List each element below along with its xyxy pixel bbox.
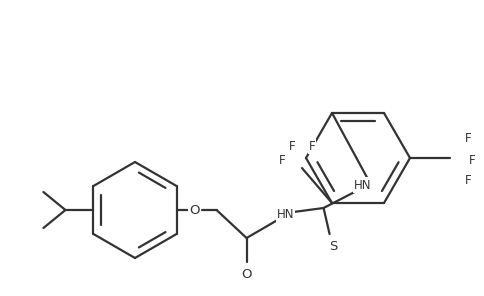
Text: F: F — [309, 139, 315, 152]
Text: F: F — [465, 173, 471, 186]
Text: O: O — [189, 204, 200, 216]
Text: F: F — [279, 154, 285, 167]
Text: F: F — [288, 139, 295, 152]
Text: O: O — [242, 268, 252, 281]
Text: F: F — [469, 154, 475, 166]
Text: HN: HN — [277, 207, 294, 221]
Text: F: F — [465, 131, 471, 144]
Text: HN: HN — [354, 178, 371, 192]
Text: S: S — [330, 239, 338, 252]
